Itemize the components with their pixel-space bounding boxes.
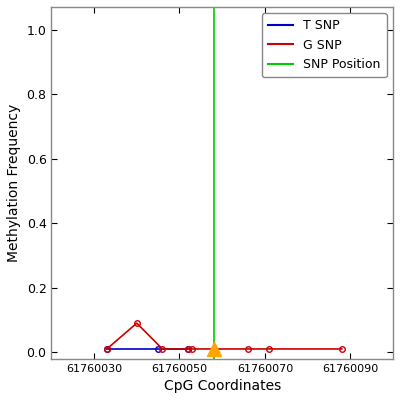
X-axis label: CpG Coordinates: CpG Coordinates — [164, 379, 281, 393]
Y-axis label: Methylation Frequency: Methylation Frequency — [7, 104, 21, 262]
Legend: T SNP, G SNP, SNP Position: T SNP, G SNP, SNP Position — [262, 13, 387, 77]
